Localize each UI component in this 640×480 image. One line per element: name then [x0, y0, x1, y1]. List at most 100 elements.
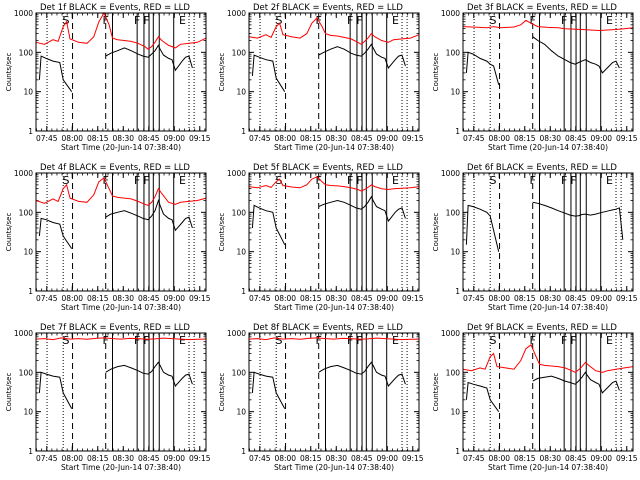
- x-tick-label: 08:30: [112, 134, 134, 143]
- y-axis-label: Counts/sec: [5, 213, 13, 252]
- plot-frame: [248, 332, 420, 452]
- y-tick-label: 1000: [14, 169, 33, 178]
- events-series-line: [532, 371, 620, 394]
- y-tick-label: 1: [28, 447, 33, 456]
- x-tick-label: 08:00: [61, 454, 83, 463]
- y-tick-label: 10: [450, 88, 460, 97]
- x-tick-label: 08:00: [61, 134, 83, 143]
- x-tick-label: 08:30: [325, 294, 347, 303]
- event-marker-label: F: [530, 334, 536, 347]
- x-tick-label: 08:45: [565, 294, 587, 303]
- y-axis-label: Counts/sec: [218, 213, 226, 252]
- y-tick-label: 100: [446, 208, 461, 217]
- x-tick-label: 08:45: [138, 134, 160, 143]
- x-tick-label: 08:15: [300, 454, 322, 463]
- event-marker-label: F: [316, 334, 322, 347]
- events-series-line: [38, 55, 73, 92]
- x-tick-label: 08:00: [274, 134, 296, 143]
- event-marker-label: E: [392, 14, 399, 27]
- y-axis-label: Counts/sec: [5, 53, 13, 92]
- chart-panel: Det 6f BLACK = Events, RED = LLD Counts/s…: [432, 163, 638, 312]
- y-tick-label: 100: [232, 208, 247, 217]
- event-marker-label: F: [347, 14, 353, 27]
- chart-panel: Det 3f BLACK = Events, RED = LLD Counts/s…: [432, 3, 638, 152]
- x-tick-label: 08:00: [274, 294, 296, 303]
- event-marker-label: E: [606, 174, 613, 187]
- lld-series-line: [35, 337, 207, 341]
- event-marker-label: E: [392, 174, 399, 187]
- lld-series-line: [248, 17, 420, 45]
- y-tick-label: 10: [236, 408, 246, 417]
- y-axis-label: Counts/sec: [5, 373, 13, 412]
- y-axis-label: Counts/sec: [218, 373, 226, 412]
- event-marker-label: F: [103, 334, 109, 347]
- x-tick-label: 09:00: [590, 134, 612, 143]
- x-tick-label: 07:45: [463, 294, 485, 303]
- x-tick-label: 07:45: [36, 294, 58, 303]
- plot-frame: [462, 332, 634, 452]
- event-marker-label: S: [276, 174, 283, 187]
- event-marker-label: E: [179, 334, 186, 347]
- event-marker-label: F: [356, 334, 362, 347]
- x-tick-label: 09:15: [616, 134, 638, 143]
- x-tick-label: 08:15: [300, 294, 322, 303]
- x-tick-label: 08:15: [87, 134, 109, 143]
- events-series-line: [105, 44, 193, 72]
- x-tick-label: 09:00: [376, 134, 398, 143]
- event-marker-label: F: [570, 334, 576, 347]
- event-marker-label: F: [134, 334, 140, 347]
- y-tick-label: 1: [455, 447, 460, 456]
- chart-title: Det 9f BLACK = Events, RED = LLD: [467, 323, 617, 333]
- y-tick-label: 1000: [441, 329, 460, 338]
- x-tick-label: 08:45: [351, 454, 373, 463]
- chart-title: Det 3f BLACK = Events, RED = LLD: [467, 3, 617, 13]
- x-tick-label: 08:15: [514, 294, 536, 303]
- event-marker-label: F: [134, 174, 140, 187]
- y-axis-label: Counts/sec: [432, 53, 440, 92]
- events-series-line: [38, 371, 73, 409]
- x-tick-label: 08:15: [300, 134, 322, 143]
- x-axis-label: Start Time (20-Jun-14 07:38:40): [488, 463, 608, 472]
- event-marker-label: F: [316, 174, 322, 187]
- event-marker-label: F: [347, 174, 353, 187]
- events-series-line: [318, 361, 406, 387]
- event-marker-label: S: [63, 334, 70, 347]
- chart-panel: Det 7f BLACK = Events, RED = LLD Counts/s…: [5, 323, 211, 472]
- x-tick-label: 09:15: [402, 454, 424, 463]
- x-tick-label: 08:45: [138, 454, 160, 463]
- y-tick-label: 100: [19, 208, 34, 217]
- event-marker-label: F: [570, 174, 576, 187]
- plot-frame: [35, 332, 207, 452]
- x-tick-label: 08:00: [274, 454, 296, 463]
- x-tick-label: 09:00: [590, 294, 612, 303]
- event-marker-label: F: [561, 14, 567, 27]
- events-series-line: [465, 204, 500, 252]
- y-tick-label: 1: [241, 287, 246, 296]
- chart-title: Det 7f BLACK = Events, RED = LLD: [40, 323, 190, 333]
- event-marker-label: F: [356, 174, 362, 187]
- x-tick-label: 08:45: [351, 294, 373, 303]
- lld-series-line: [462, 344, 634, 373]
- x-tick-label: 08:15: [514, 134, 536, 143]
- x-tick-label: 08:00: [488, 454, 510, 463]
- event-marker-label: F: [530, 14, 536, 27]
- chart-panel: Det 4f BLACK = Events, RED = LLD Counts/s…: [5, 163, 211, 312]
- events-series-line: [318, 195, 406, 223]
- plot-frame: [462, 12, 634, 132]
- events-series-line: [38, 217, 73, 249]
- y-tick-label: 1000: [227, 169, 246, 178]
- x-tick-label: 08:45: [351, 134, 373, 143]
- x-tick-label: 08:00: [488, 134, 510, 143]
- x-tick-label: 09:15: [616, 294, 638, 303]
- chart-panel: Det 5f BLACK = Events, RED = LLD Counts/s…: [218, 163, 424, 312]
- events-series-line: [251, 371, 286, 409]
- event-marker-label: E: [606, 334, 613, 347]
- y-axis-label: Counts/sec: [218, 53, 226, 92]
- x-tick-label: 08:45: [565, 134, 587, 143]
- x-axis-label: Start Time (20-Jun-14 07:38:40): [488, 303, 608, 312]
- y-tick-label: 100: [232, 48, 247, 57]
- x-tick-label: 09:15: [189, 294, 211, 303]
- events-series-line: [465, 51, 500, 85]
- x-axis-label: Start Time (20-Jun-14 07:38:40): [61, 303, 181, 312]
- events-series-line: [105, 361, 193, 387]
